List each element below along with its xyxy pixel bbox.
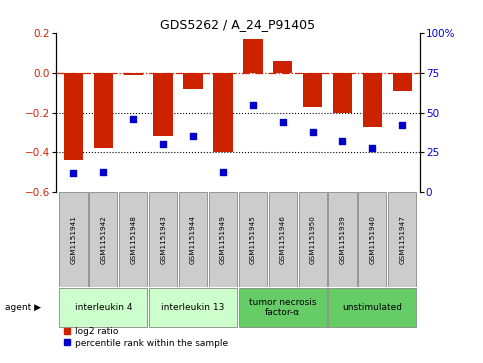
Point [70, 170, 77, 176]
Bar [64, 73, 83, 160]
FancyBboxPatch shape [149, 289, 237, 327]
FancyBboxPatch shape [89, 192, 117, 287]
FancyBboxPatch shape [239, 192, 267, 287]
Text: GSM1151940: GSM1151940 [369, 215, 375, 264]
FancyBboxPatch shape [179, 192, 207, 287]
Bar [184, 73, 203, 89]
FancyBboxPatch shape [388, 192, 416, 287]
Bar [333, 73, 352, 113]
Legend: log2 ratio, percentile rank within the sample: log2 ratio, percentile rank within the s… [60, 323, 231, 351]
FancyBboxPatch shape [328, 289, 416, 327]
Bar [94, 73, 113, 148]
Text: tumor necrosis
factor-α: tumor necrosis factor-α [249, 298, 316, 317]
Point [129, 116, 137, 122]
FancyBboxPatch shape [149, 192, 177, 287]
Bar [124, 73, 143, 75]
FancyBboxPatch shape [239, 289, 327, 327]
Point [309, 129, 316, 135]
Bar [303, 73, 322, 107]
Bar [154, 73, 173, 136]
FancyBboxPatch shape [209, 192, 237, 287]
Text: GSM1151943: GSM1151943 [160, 215, 166, 264]
Point [369, 145, 376, 151]
Point [249, 102, 256, 107]
Point [159, 142, 167, 147]
Point [398, 122, 406, 128]
FancyBboxPatch shape [59, 289, 147, 327]
Bar [363, 73, 382, 127]
Bar [393, 73, 412, 91]
Bar [213, 73, 233, 152]
Point [339, 138, 346, 144]
Text: GSM1151942: GSM1151942 [100, 215, 106, 264]
Point [279, 119, 286, 125]
FancyBboxPatch shape [269, 192, 297, 287]
FancyBboxPatch shape [119, 192, 147, 287]
Text: GSM1151950: GSM1151950 [310, 215, 315, 264]
Text: GSM1151944: GSM1151944 [190, 215, 196, 264]
Title: GDS5262 / A_24_P91405: GDS5262 / A_24_P91405 [160, 19, 315, 32]
Bar [243, 39, 263, 73]
Point [99, 169, 107, 175]
Text: GSM1151945: GSM1151945 [250, 215, 256, 264]
Text: interleukin 13: interleukin 13 [161, 303, 225, 312]
FancyBboxPatch shape [59, 192, 87, 287]
FancyBboxPatch shape [358, 192, 386, 287]
Bar [273, 61, 292, 73]
Text: GSM1151947: GSM1151947 [399, 215, 405, 264]
Text: GSM1151948: GSM1151948 [130, 215, 136, 264]
Point [189, 134, 197, 139]
Text: agent ▶: agent ▶ [5, 303, 41, 312]
Text: GSM1151939: GSM1151939 [340, 215, 345, 264]
Point [219, 169, 227, 175]
FancyBboxPatch shape [328, 192, 356, 287]
FancyBboxPatch shape [298, 192, 327, 287]
Text: GSM1151949: GSM1151949 [220, 215, 226, 264]
Text: GSM1151941: GSM1151941 [71, 215, 76, 264]
Text: interleukin 4: interleukin 4 [74, 303, 132, 312]
Text: GSM1151946: GSM1151946 [280, 215, 286, 264]
Text: unstimulated: unstimulated [342, 303, 402, 312]
